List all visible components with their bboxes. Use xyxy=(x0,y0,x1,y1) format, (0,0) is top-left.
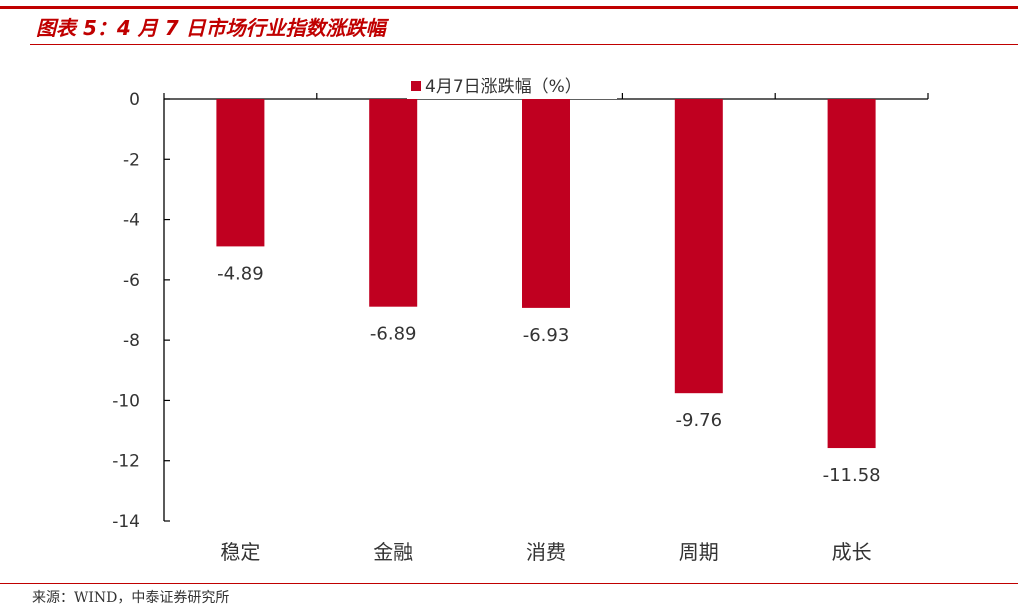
category-label: 周期 xyxy=(679,540,719,564)
legend-swatch xyxy=(411,81,421,91)
y-tick-label: 0 xyxy=(129,90,140,110)
source-note: 来源：WIND，中泰证券研究所 xyxy=(32,590,230,606)
bar xyxy=(216,99,265,247)
y-tick-label: -10 xyxy=(112,391,140,411)
legend-label: 4月7日涨跌幅（%） xyxy=(425,77,582,97)
data-label: -6.89 xyxy=(370,324,417,345)
category-label: 消费 xyxy=(526,540,566,564)
bar xyxy=(522,99,570,308)
y-tick-label: -4 xyxy=(123,211,140,231)
y-tick-label: -2 xyxy=(123,150,140,170)
y-tick-label: -6 xyxy=(123,271,140,291)
footer-divider xyxy=(0,583,1018,584)
y-tick-label: -8 xyxy=(123,331,140,351)
data-label: -4.89 xyxy=(217,263,264,284)
page-title: 图表 5：4 月 7 日市场行业指数涨跌幅 xyxy=(36,16,386,40)
category-label: 成长 xyxy=(832,540,872,564)
header-top-rule xyxy=(0,6,1018,9)
y-tick-label: -12 xyxy=(112,452,140,472)
data-label: -9.76 xyxy=(676,410,723,431)
legend-background xyxy=(407,73,617,99)
bar xyxy=(674,99,723,394)
category-label: 金融 xyxy=(373,540,413,564)
bar xyxy=(827,99,876,449)
title-divider xyxy=(30,44,1018,45)
data-label: -11.58 xyxy=(823,465,881,486)
bar xyxy=(369,99,418,307)
y-tick-label: -14 xyxy=(112,512,140,532)
data-label: -6.93 xyxy=(523,325,570,346)
category-label: 稳定 xyxy=(220,540,260,564)
